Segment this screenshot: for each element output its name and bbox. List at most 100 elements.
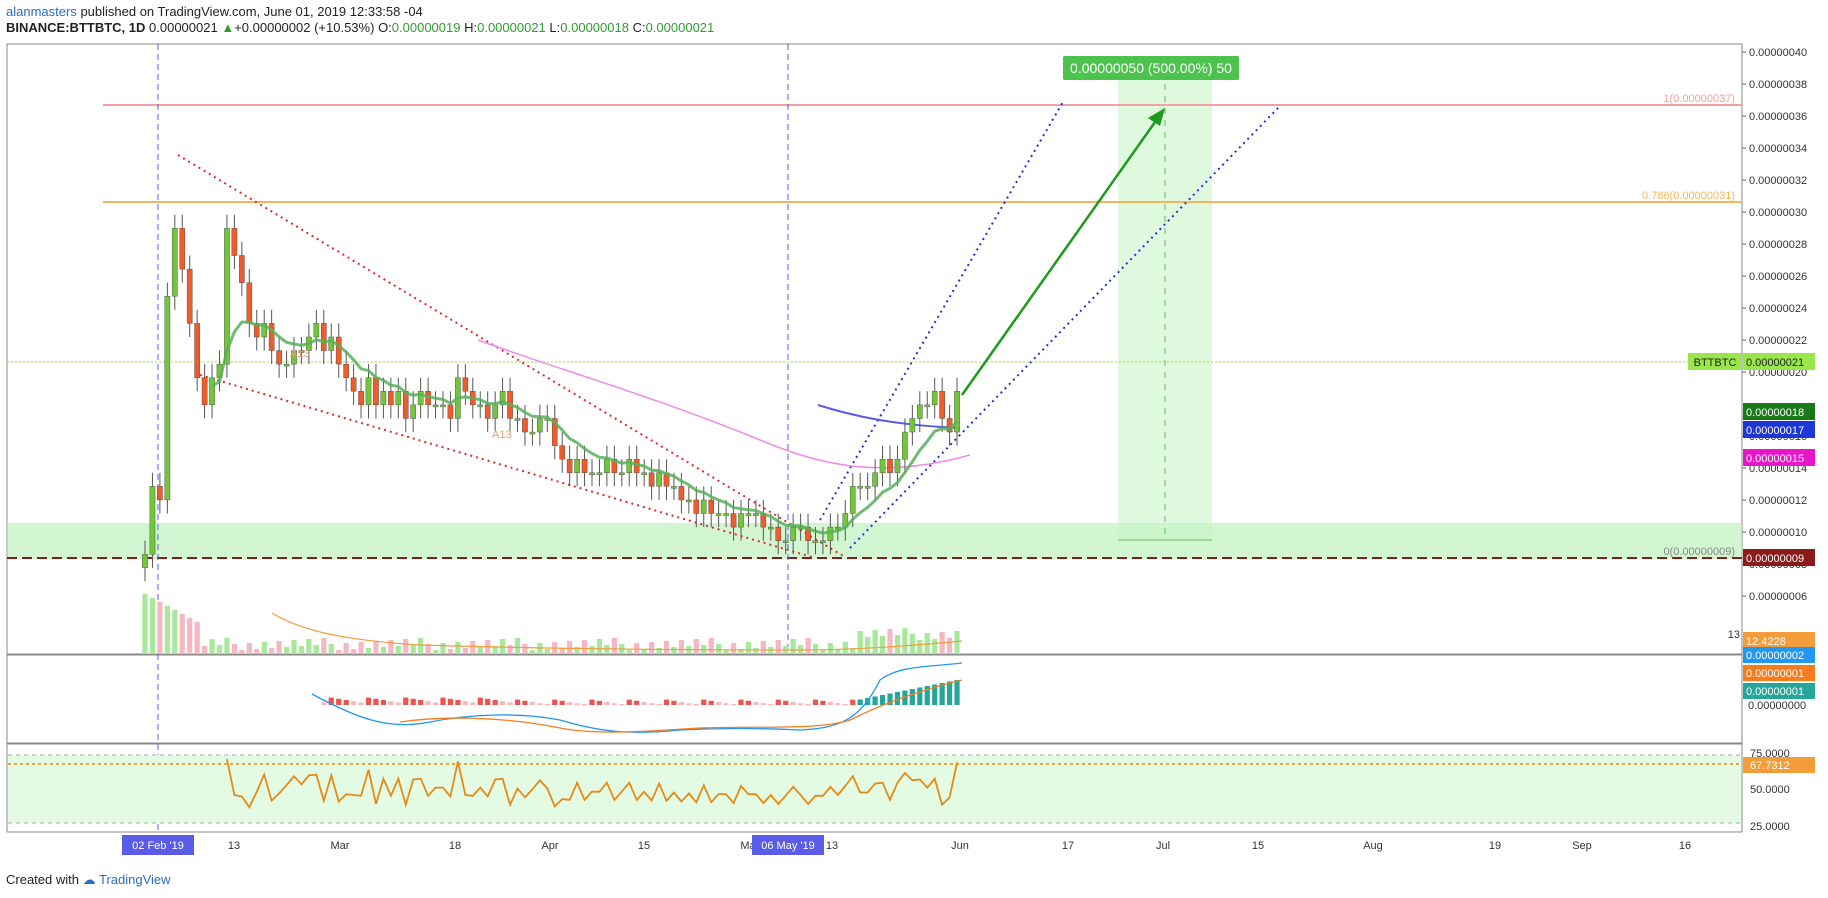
candle-body xyxy=(395,391,402,406)
candle-body xyxy=(462,377,469,392)
candle-body xyxy=(686,499,692,503)
candle-body xyxy=(268,323,275,351)
volume-bar xyxy=(507,645,513,654)
volume-bar xyxy=(172,610,178,654)
candle-body xyxy=(514,418,521,421)
candle-body xyxy=(589,472,595,475)
macd-hist-bar xyxy=(798,703,804,705)
volume-bar xyxy=(902,628,908,654)
channel-upper xyxy=(819,101,1064,521)
volume-bar xyxy=(611,638,617,654)
candle-body xyxy=(805,526,811,541)
volume-bar xyxy=(351,649,357,654)
candle-body xyxy=(827,526,834,541)
volume-bar xyxy=(224,638,230,654)
volume-bar xyxy=(298,646,305,654)
volume-bar xyxy=(693,639,699,654)
candle-body xyxy=(723,513,729,516)
macd-hist-bar xyxy=(596,700,603,705)
volume-bar xyxy=(574,647,580,654)
volume-bar xyxy=(239,650,245,654)
candle-body xyxy=(239,255,245,283)
macd-hist-bar xyxy=(485,698,491,705)
macd-hist-bar xyxy=(939,683,945,705)
candle-body xyxy=(365,377,372,406)
volume-bar xyxy=(790,639,796,654)
rsi-band xyxy=(8,755,1741,823)
volume-bar xyxy=(626,650,632,654)
candle-body xyxy=(782,540,789,543)
author-link[interactable]: alanmasters xyxy=(6,4,77,19)
macd-hist-bar xyxy=(388,701,394,705)
macd-hist-bar xyxy=(432,702,439,705)
candle-body xyxy=(753,513,759,516)
candle-body xyxy=(604,459,610,473)
volume-bar xyxy=(596,639,603,654)
candle-body xyxy=(350,377,357,392)
x-tick-label: 13 xyxy=(228,840,240,852)
candle-body xyxy=(529,431,536,435)
volume-bar xyxy=(827,643,833,654)
date-badge xyxy=(752,835,824,855)
candle-body xyxy=(157,486,163,501)
candle-body xyxy=(939,391,945,419)
volume-bar xyxy=(634,643,640,654)
macd-hist-bar xyxy=(365,697,372,705)
macd-hist-bar xyxy=(522,700,528,705)
macd-hist-bar xyxy=(827,702,833,705)
last-price: 0.00000021 xyxy=(149,20,218,35)
macd-hist-bar xyxy=(626,699,632,705)
macd-hist-bar xyxy=(730,704,737,706)
macd-hist-bar xyxy=(850,699,856,705)
tradingview-link[interactable]: TradingView xyxy=(99,872,171,887)
low-value: 0.00000018 xyxy=(560,20,629,35)
x-tick-label: 17 xyxy=(1062,840,1074,852)
rsi-tick-50: 50.0000 xyxy=(1750,784,1790,796)
candle-body xyxy=(619,472,625,475)
macd-hist-bar xyxy=(663,699,670,705)
macd-zero-tick: 0.00000000 xyxy=(1748,700,1806,712)
macd-hist-bar xyxy=(783,700,789,705)
x-tick-label: Mar xyxy=(331,840,350,852)
macd-hist-bar xyxy=(477,697,483,705)
volume-bar xyxy=(209,639,215,654)
volume-bar xyxy=(202,646,208,654)
volume-bar xyxy=(857,631,863,654)
ema-line xyxy=(211,320,959,535)
volume-tag-value: 12.4228 xyxy=(1746,636,1786,648)
volume-bar xyxy=(514,638,521,654)
volume-bar xyxy=(425,644,431,654)
macd-hist-bar xyxy=(768,704,774,706)
macd-hist-bar xyxy=(492,700,498,705)
candle-body xyxy=(440,404,446,408)
candle-body xyxy=(432,404,439,408)
macd-hist-bar xyxy=(619,704,625,706)
time-axis-ticks: 02 Feb '19 13 Mar 18 Apr 15 Ma 06 May '19 13 Jun 1… xyxy=(122,835,1691,855)
volume-bar xyxy=(879,636,886,654)
candle-body xyxy=(693,499,700,514)
candle-body xyxy=(715,513,722,516)
volume-bar xyxy=(544,649,550,654)
wedge-upper xyxy=(177,154,846,558)
price-pane xyxy=(6,43,1743,655)
x-tick-label: 15 xyxy=(1252,840,1264,852)
volume-bar xyxy=(216,645,223,654)
x-tick-label: 18 xyxy=(449,840,461,852)
x-tick-label: 15 xyxy=(638,840,650,852)
macd-hist-bar xyxy=(947,681,953,705)
candle-body xyxy=(142,554,148,569)
x-tick-label: Apr xyxy=(541,840,558,852)
volume-bar xyxy=(455,642,461,654)
volume-bar xyxy=(954,631,960,654)
macd-hist-bar xyxy=(671,700,677,705)
volume-bar xyxy=(529,650,535,654)
macd-hist-bar xyxy=(544,704,550,706)
candle-body xyxy=(581,459,588,473)
volume-bar xyxy=(403,639,409,654)
candle-body xyxy=(917,404,923,419)
macd-tag-teal xyxy=(1743,683,1815,699)
macd-hist-bar xyxy=(879,695,886,705)
volume-bar xyxy=(812,644,819,654)
volume-bar xyxy=(581,640,588,654)
macd-hist-bar xyxy=(812,699,819,705)
